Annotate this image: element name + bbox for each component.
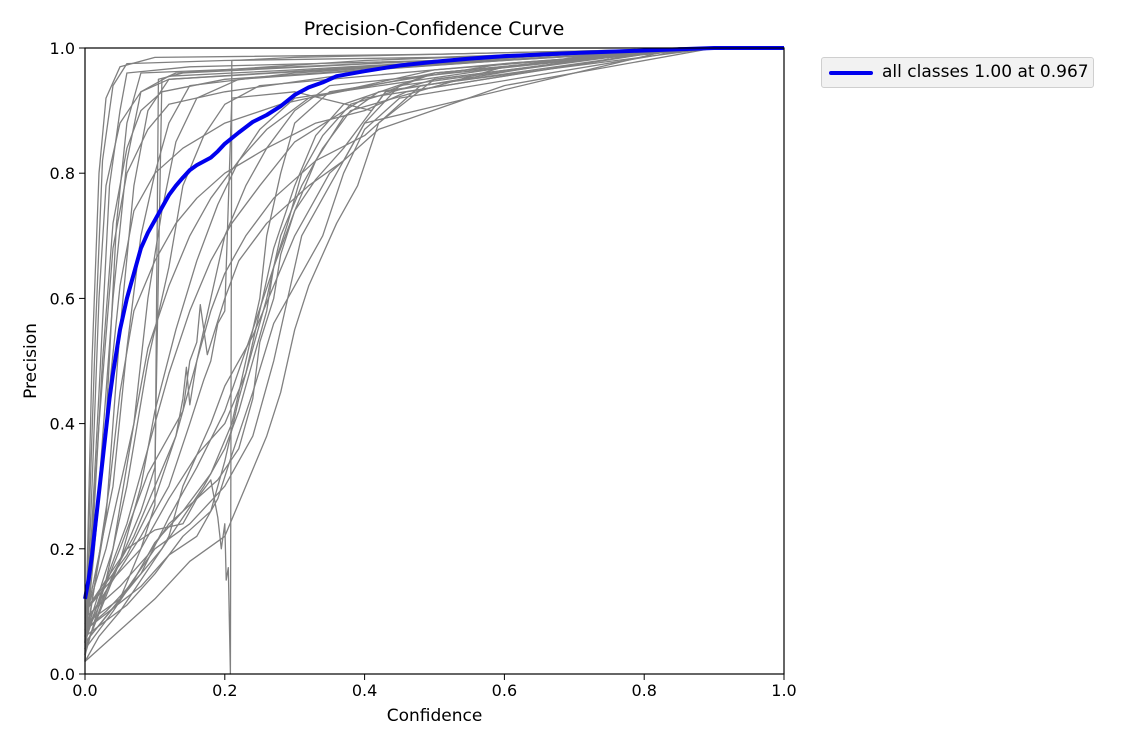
legend-swatch-all-classes [829, 71, 873, 75]
series-line-class-26 [84, 47, 784, 637]
x-tick-label: 0.6 [492, 681, 517, 700]
series-line-class-6 [84, 47, 784, 643]
x-tick-label: 0.8 [631, 681, 656, 700]
series-line-class-32 [84, 47, 784, 631]
series-line-class-23 [84, 47, 784, 631]
x-tick-label: 0.4 [352, 681, 377, 700]
series-line-class-3 [84, 47, 784, 656]
curves-layer [83, 46, 784, 675]
series-line-class-13 [84, 47, 784, 662]
series-line-class-27 [84, 47, 784, 644]
legend-label-all-classes: all classes 1.00 at 0.967 [882, 62, 1089, 82]
series-line-class-29 [84, 47, 784, 625]
axis-ticks: 0.0 0.2 0.4 0.6 0.8 1.0 0.0 0.2 0.4 0.6 0.8 1.0 [50, 39, 797, 700]
chart-title: Precision-Confidence Curve [303, 18, 565, 40]
series-line-all-classes [83, 46, 784, 600]
series-line-class-22 [84, 47, 784, 643]
series-line-class-20 [84, 47, 784, 618]
x-tick-label: 0.2 [212, 681, 237, 700]
series-line-class-14 [84, 47, 784, 625]
y-tick-label: 0.2 [50, 540, 75, 559]
series-line-class-5 [84, 47, 784, 637]
plot-frame [84, 47, 785, 675]
series-line-class-7 [84, 47, 784, 625]
x-tick-label: 0.0 [72, 681, 97, 700]
series-line-class-24 [84, 47, 784, 662]
y-tick-label: 0.4 [50, 415, 75, 434]
series-line-class-15 [84, 47, 784, 612]
series-line-class-1 [84, 47, 784, 662]
y-tick-label: 1.0 [50, 39, 75, 58]
series-line-class-17 [84, 47, 784, 650]
x-tick-label: 1.0 [771, 681, 796, 700]
series-line-class-21 [84, 47, 784, 656]
y-tick-label: 0.6 [50, 289, 75, 308]
series-line-class-31 [84, 47, 784, 650]
series-line-class-28 [84, 47, 784, 675]
legend: all classes 1.00 at 0.967 [821, 57, 1094, 88]
series-line-class-12 [84, 47, 784, 644]
series-line-class-8 [84, 47, 784, 637]
y-tick-label: 0.8 [50, 164, 75, 183]
series-line-class-18 [84, 47, 784, 631]
series-line-class-16 [84, 47, 784, 637]
y-axis-label: Precision [21, 323, 41, 399]
series-line-class-4 [84, 47, 784, 650]
series-line-class-34 [84, 47, 784, 619]
series-line-class-30 [84, 47, 784, 637]
series-line-class-9 [84, 47, 784, 656]
series-line-class-33 [84, 47, 784, 662]
series-line-class-19 [84, 47, 784, 643]
y-tick-label: 0.0 [50, 665, 75, 684]
series-line-class-10 [84, 47, 784, 650]
series-line-class-2 [84, 47, 784, 643]
x-axis-label: Confidence [386, 706, 483, 726]
series-line-class-25 [84, 47, 784, 650]
series-line-class-11 [84, 47, 784, 612]
